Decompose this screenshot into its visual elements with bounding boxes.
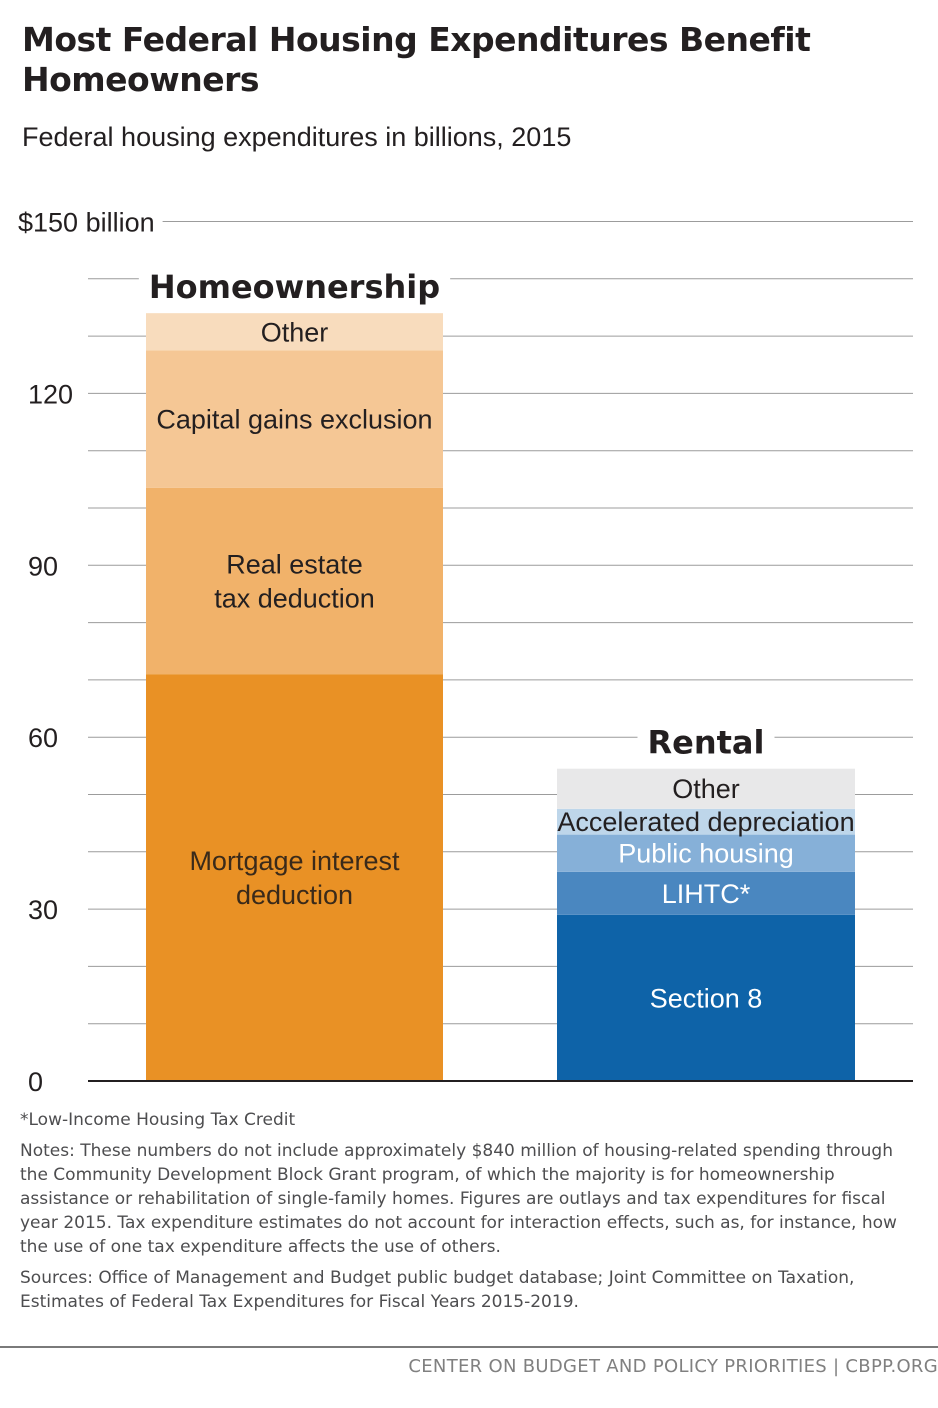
bar-segment: [557, 768, 855, 809]
y-tick-label: $150 billion: [18, 208, 155, 238]
chart-title: Most Federal Housing Expenditures Benefi…: [22, 20, 811, 99]
sources-text: Sources: Office of Management and Budget…: [20, 1268, 855, 1312]
segment-label: Section 8: [650, 983, 763, 1013]
category-labels: Homeownership Rental: [138, 266, 775, 764]
bar-segment: [146, 350, 443, 488]
category-label: Homeownership: [149, 268, 440, 306]
chart-subtitle: Federal housing expenditures in billions…: [22, 122, 572, 152]
bars: Mortgage interest deduction Real estate tax…: [146, 313, 855, 1081]
bar-segment: [557, 871, 855, 915]
tick-label-mask: [14, 219, 163, 224]
footnotes: *Low-Income Housing Tax Credit Notes: Th…: [20, 1108, 920, 1321]
y-tick-label: 0: [28, 1067, 43, 1097]
notes-text: Notes: These numbers do not include appr…: [20, 1141, 897, 1257]
bar-segment: [557, 808, 855, 835]
bar-segment: [146, 313, 443, 351]
segment-label: Other: [261, 317, 329, 347]
y-tick-label: 120: [28, 379, 73, 409]
bar-segment: [557, 834, 855, 872]
segment-label: deduction: [236, 880, 353, 910]
segment-label: Mortgage interest: [189, 846, 400, 876]
y-tick-label: 30: [28, 895, 58, 925]
category-label-backing: [138, 266, 451, 309]
stacked-bar-chart: 0 30 60 90 120 $150 billion Mortgage interest…: [14, 208, 913, 1097]
y-tick-label: 60: [28, 723, 58, 753]
y-axis: 0 30 60 90 120 $150 billion: [14, 208, 163, 1097]
footer-credit: CENTER ON BUDGET AND POLICY PRIORITIES |…: [408, 1356, 938, 1377]
segment-label: Real estate: [226, 550, 363, 580]
asterisk-note: *Low-Income Housing Tax Credit: [20, 1110, 296, 1130]
category-label: Rental: [648, 724, 765, 762]
segment-label: tax deduction: [214, 584, 375, 614]
segment-label: Accelerated depreciation: [557, 807, 854, 837]
bar-segment: [557, 914, 855, 1081]
y-tick-label: 90: [28, 551, 58, 581]
footer-divider: [0, 1346, 938, 1348]
bar-segment: [146, 487, 443, 675]
bar-segment: [146, 674, 443, 1081]
segment-label: LIHTC*: [662, 879, 751, 909]
segment-label: Other: [672, 774, 740, 804]
segment-label: Capital gains exclusion: [156, 405, 432, 435]
segment-label: Public housing: [618, 839, 794, 869]
category-label-backing: [637, 721, 775, 764]
